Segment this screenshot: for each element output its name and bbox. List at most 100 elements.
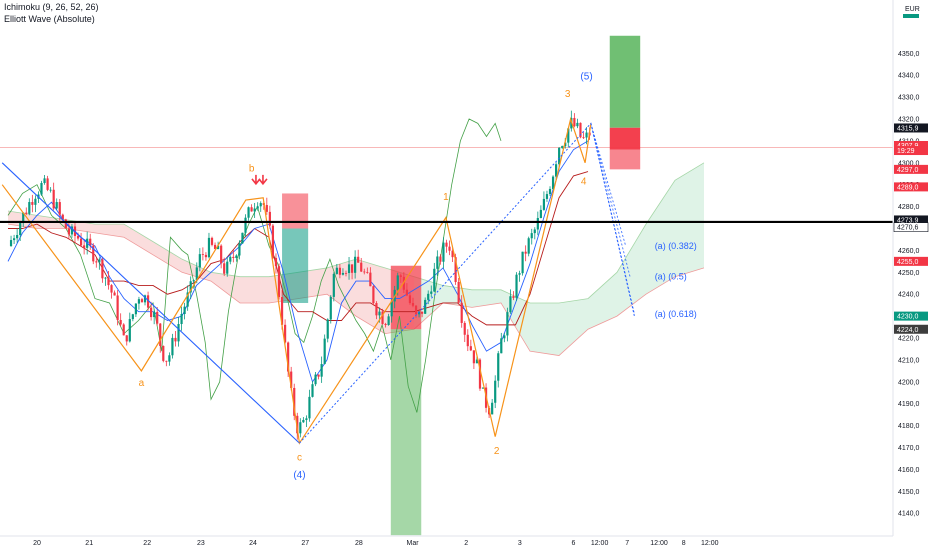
candle-up — [396, 275, 399, 290]
base-line — [8, 171, 589, 326]
price-axis-bg — [893, 0, 932, 550]
price-label-bg — [894, 140, 928, 150]
candle-up — [518, 273, 521, 275]
candle-up — [378, 311, 381, 316]
price-tick-label: 4160,0 — [898, 467, 920, 474]
cloud-segment — [240, 276, 269, 303]
fib-projection-line — [590, 123, 635, 315]
candle-up — [43, 178, 46, 184]
candle-down — [357, 256, 360, 263]
candle-up — [183, 306, 186, 314]
candle-down — [79, 238, 83, 246]
candle-down — [122, 324, 125, 336]
price-label: 4224,0 — [897, 327, 919, 334]
green-box-1 — [282, 228, 309, 303]
wave-blue-line — [1, 162, 300, 444]
candle-up — [354, 256, 357, 273]
fib-label: (a) (0.382) — [655, 241, 697, 251]
candle-up — [570, 117, 573, 129]
candle-down — [454, 257, 457, 282]
candle-down — [125, 335, 128, 342]
position-boxes — [282, 35, 641, 536]
candle-down — [107, 277, 110, 286]
candle-down — [204, 254, 208, 258]
candle-up — [320, 364, 323, 377]
candle-down — [116, 295, 119, 320]
price-label: 4297,0 — [897, 167, 919, 174]
candle-down — [210, 237, 214, 245]
time-tick-label: 12:00 — [591, 540, 609, 547]
candle-up — [530, 233, 533, 239]
cloud-segment — [153, 241, 182, 273]
candle-up — [70, 226, 74, 235]
candle-down — [338, 267, 342, 275]
time-tick-label: 20 — [33, 540, 41, 547]
candle-up — [481, 387, 485, 389]
candle-up — [436, 256, 439, 269]
candle-down — [408, 295, 412, 304]
candle-down — [317, 374, 320, 377]
time-tick-label: 7 — [625, 540, 629, 547]
price-label: 19:29 — [897, 148, 915, 155]
candle-up — [247, 207, 250, 218]
candle-up — [347, 264, 351, 274]
down-arrow-icon — [251, 174, 261, 186]
cloud-segment — [617, 224, 646, 317]
candle-down — [150, 307, 153, 318]
candle-up — [521, 251, 524, 274]
candle-up — [417, 311, 421, 315]
candle-down — [287, 342, 290, 372]
candle-up — [555, 164, 558, 177]
candle-down — [439, 256, 442, 262]
cloud-segment — [124, 224, 153, 255]
time-tick-label: 22 — [143, 540, 151, 547]
candle-down — [89, 238, 92, 246]
candle-up — [229, 256, 232, 262]
candle-down — [414, 305, 418, 315]
down-arrow-icon — [258, 174, 268, 186]
candle-up — [387, 316, 390, 325]
candle-up — [189, 281, 192, 293]
candle-down — [250, 207, 253, 212]
time-tick-label: 21 — [85, 540, 93, 547]
candle-down — [421, 311, 424, 314]
price-label-bg — [894, 146, 928, 156]
candle-up — [217, 245, 220, 250]
candle-up — [551, 176, 555, 189]
candle-up — [19, 223, 22, 236]
candle-up — [28, 202, 31, 214]
candle-up — [509, 296, 512, 313]
candle-up — [235, 255, 238, 258]
wave-orange-line — [1, 116, 592, 445]
lagging-span — [7, 118, 502, 413]
candle-down — [268, 211, 271, 226]
cloud-segment — [472, 289, 501, 308]
candle-up — [475, 359, 479, 364]
wave-label: b — [249, 164, 255, 175]
price-label: 4230,0 — [897, 314, 919, 321]
candle-up — [195, 267, 198, 281]
candle-down — [119, 319, 122, 325]
indicator-elliott-label[interactable]: Elliott Wave (Absolute) — [4, 14, 95, 24]
indicator-ichimoku-label[interactable]: Ichimoku (9, 26, 52, 26) — [4, 2, 99, 12]
candle-down — [61, 214, 64, 220]
candle-down — [277, 266, 281, 298]
candle-up — [137, 299, 141, 304]
candle-up — [226, 261, 229, 274]
candle-up — [9, 240, 13, 247]
candle-up — [299, 422, 302, 434]
time-tick-label: 28 — [355, 540, 363, 547]
candle-down — [283, 324, 287, 343]
green-box-2 — [390, 329, 422, 536]
price-label: 4270,6 — [897, 225, 919, 232]
red-box-1 — [282, 193, 309, 229]
candle-down — [363, 271, 366, 273]
candle-down — [375, 303, 378, 316]
candle-down — [360, 262, 363, 272]
candle-up — [253, 208, 256, 212]
price-tick-label: 4220,0 — [898, 336, 920, 343]
candle-down — [445, 242, 448, 247]
candle-up — [335, 267, 338, 274]
